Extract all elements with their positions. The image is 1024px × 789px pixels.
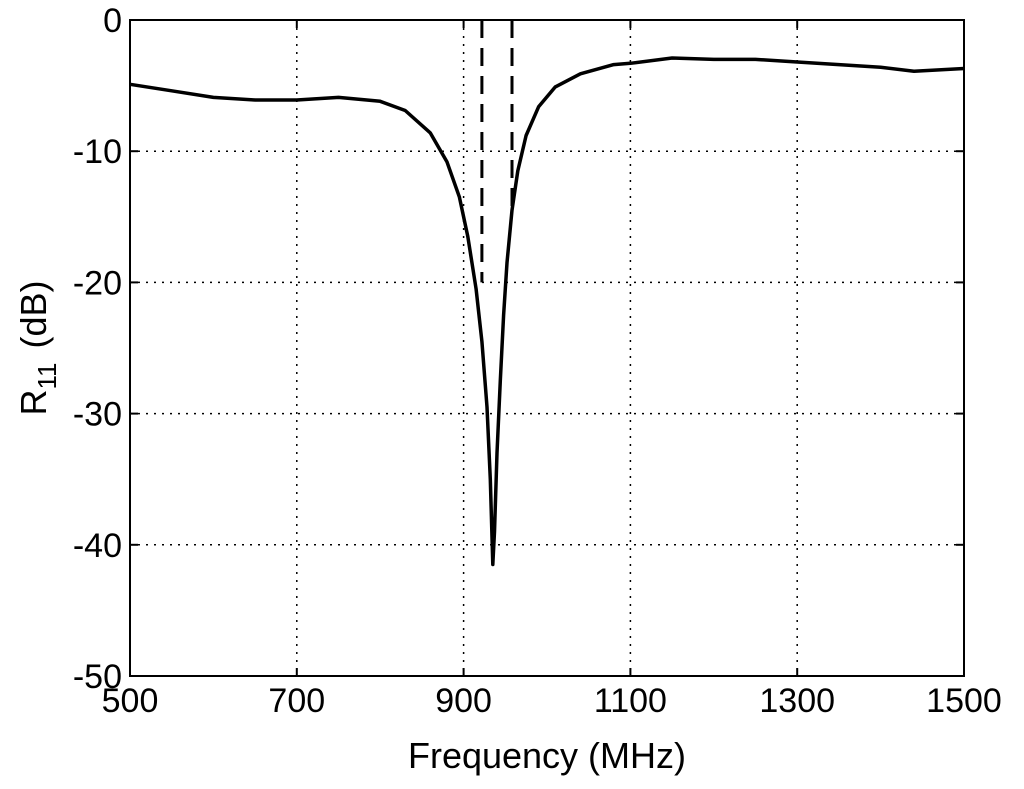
y-tick-label: -50 [73,658,122,696]
x-tick-label: 1300 [759,682,835,720]
y-axis-title: R11 (dB) [13,280,62,415]
plot-background [130,20,964,676]
y-tick-label: 0 [103,2,122,40]
x-axis-title: Frequency (MHz) [408,735,686,776]
tick-layer: 500 700 900 1100 1300 1500 0 -10 -20 -30 -40 -50 [73,2,1002,720]
x-tick-label: 1100 [594,682,667,720]
y-axis-title-unit: (dB) [13,280,54,348]
x-tick-label: 900 [435,682,492,720]
x-tick-label: 500 [102,682,159,720]
plot-frame [129,19,965,677]
grid [130,20,964,676]
y-tick-label: -20 [73,264,122,302]
y-axis-title-main: R [13,390,54,416]
y-tick-label: -40 [73,527,122,565]
y-tick-label: -30 [73,396,122,434]
y-tick-label: -10 [73,133,122,171]
series-layer [129,20,965,567]
x-tick-label: 1500 [926,682,1002,720]
series-line [129,56,965,567]
y-axis-title-sub: 11 [32,363,62,390]
x-tick-label: 700 [268,682,325,720]
